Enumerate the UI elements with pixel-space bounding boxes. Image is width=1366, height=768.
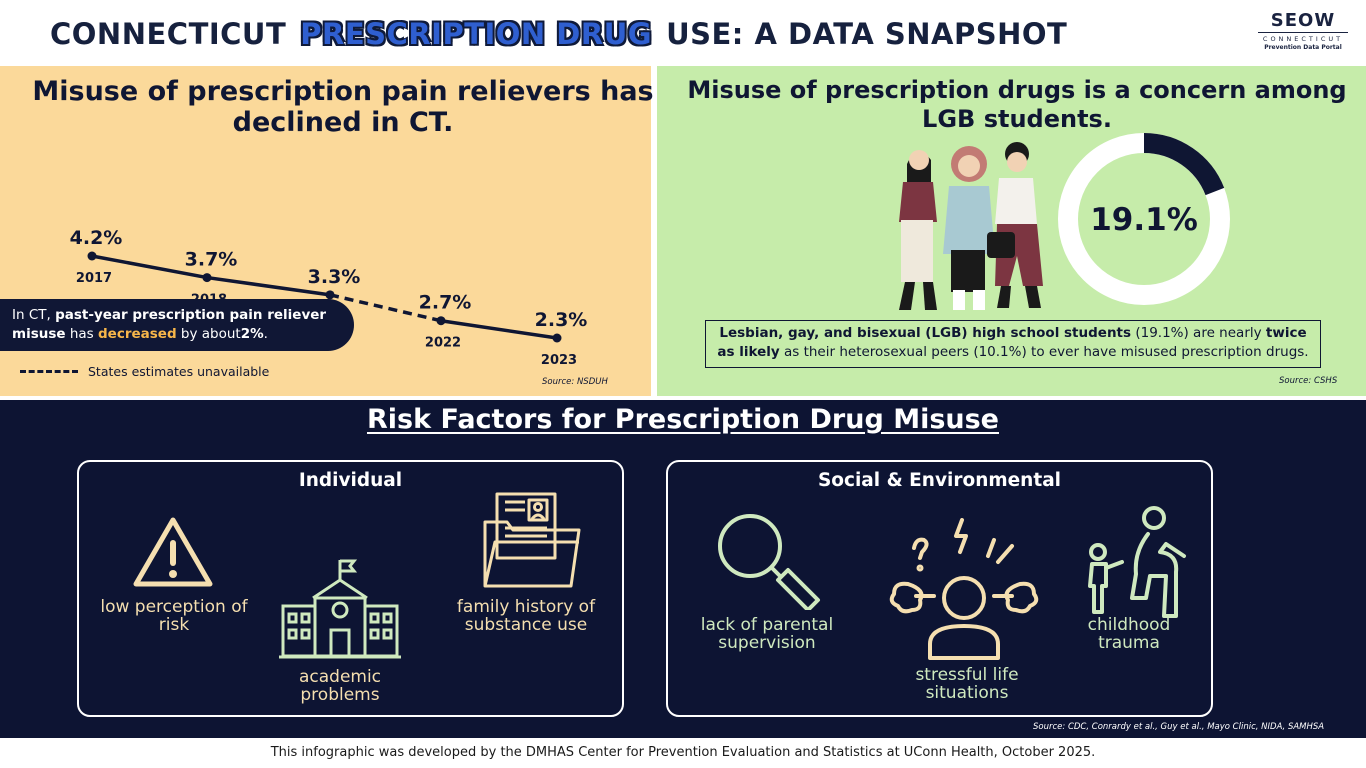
students-illustration (899, 142, 1043, 310)
nsduh-source: Source: NSDUH (542, 377, 608, 387)
donut-value-arc (1058, 133, 1230, 305)
page-title: CONNECTICUT PRESCRIPTION DRUG USE: A DAT… (50, 12, 1067, 56)
lgb-description: Lesbian, gay, and bisexual (LGB) high sc… (705, 320, 1321, 368)
line-segment-2018-2019 (206, 275, 331, 297)
data-point-2018 (202, 273, 212, 283)
footer: This infographic was developed by the DM… (0, 738, 1366, 768)
year-label-2023: 2023 (541, 353, 577, 368)
lgb-donut (1058, 133, 1230, 305)
lgb-panel: Misuse of prescription drugs is a concer… (657, 66, 1366, 396)
title-accent: PRESCRIPTION DRUG (300, 17, 653, 51)
folder-icon (483, 492, 581, 588)
callout-by: by about (180, 326, 241, 342)
dashed-line-swatch (20, 370, 78, 373)
factor-family-history: family history of substance use (456, 597, 596, 635)
lgb-bold-2: twice as likely (717, 325, 1307, 360)
title-suffix: USE: A DATA SNAPSHOT (666, 17, 1068, 51)
decrease-callout: In CT, past-year prescription pain relie… (0, 299, 354, 351)
pain-reliever-heading: Misuse of prescription pain relievers ha… (32, 76, 654, 138)
logo-sub: Prevention Data Portal (1264, 44, 1342, 51)
social-heading: Social & Environmental (817, 470, 1062, 491)
magnifier-icon (718, 514, 820, 610)
legend-label: States estimates unavailable (88, 364, 270, 379)
risk-factors-panel: Risk Factors for Prescription Drug Misus… (0, 400, 1366, 738)
individual-heading: Individual (298, 470, 403, 491)
factor-stressful-life: stressful life situations (915, 665, 1019, 703)
stressed-person-icon (889, 518, 1039, 660)
data-point-2023 (552, 333, 562, 343)
parent-child-icon (1088, 506, 1186, 618)
value-label-2017: 4.2% (70, 227, 123, 249)
data-point-2017 (87, 251, 97, 261)
individual-box: Individual low perception of risk (77, 460, 624, 717)
line-segment-2019-2022 (329, 293, 442, 323)
header: CONNECTICUT PRESCRIPTION DRUG USE: A DAT… (0, 0, 1366, 66)
warning-icon (133, 517, 213, 587)
value-label-2018: 3.7% (185, 249, 238, 271)
data-point-2022 (436, 316, 446, 326)
factor-childhood-trauma: childhood trauma (1087, 615, 1171, 653)
factor-parental-supervision: lack of parental supervision (700, 615, 834, 653)
logo-main: SEOW (1270, 10, 1336, 31)
line-segment-2022-2023 (440, 319, 558, 340)
value-label-2022: 2.7% (419, 292, 472, 314)
callout-end: . (263, 326, 268, 342)
callout-highlight: decreased (98, 326, 177, 342)
factor-low-perception: low perception of risk (100, 597, 248, 635)
value-label-2019: 3.3% (308, 266, 361, 288)
seow-logo: SEOW CONNECTICUT Prevention Data Portal (1258, 10, 1348, 51)
year-label-2017: 2017 (76, 271, 112, 286)
pain-reliever-panel: Misuse of prescription pain relievers ha… (0, 66, 654, 396)
lgb-text-1: (19.1%) are nearly (1135, 325, 1262, 341)
risk-title: Risk Factors for Prescription Drug Misus… (366, 404, 999, 435)
school-icon (279, 559, 401, 659)
lgb-bold-1: Lesbian, gay, and bisexual (LGB) high sc… (719, 325, 1132, 341)
year-label-2022: 2022 (425, 336, 461, 351)
line-segment-2017-2018 (91, 254, 208, 280)
callout-bold: past-year prescription pain reliever mis… (12, 307, 327, 342)
lgb-heading: Misuse of prescription drugs is a concer… (687, 76, 1347, 133)
social-box: Social & Environmental lack of parental … (666, 460, 1213, 717)
title-prefix: CONNECTICUT (50, 17, 287, 51)
risk-source: Source: CDC, Conrardy et al., Guy et al.… (1033, 722, 1325, 732)
lgb-text-2: as their heterosexual peers (10.1%) to e… (783, 344, 1309, 360)
callout-prefix: In CT, (12, 307, 51, 323)
donut-label: 19.1% (1090, 202, 1198, 238)
value-label-2023: 2.3% (535, 309, 588, 331)
data-point-2019 (325, 290, 335, 300)
chart-legend: States estimates unavailable (20, 364, 269, 379)
factor-academic-problems: academic problems (298, 667, 382, 705)
callout-amount: 2% (240, 326, 264, 342)
callout-mid: has (69, 326, 94, 342)
cshs-source: Source: CSHS (1279, 376, 1338, 386)
logo-state: CONNECTICUT (1258, 32, 1348, 43)
